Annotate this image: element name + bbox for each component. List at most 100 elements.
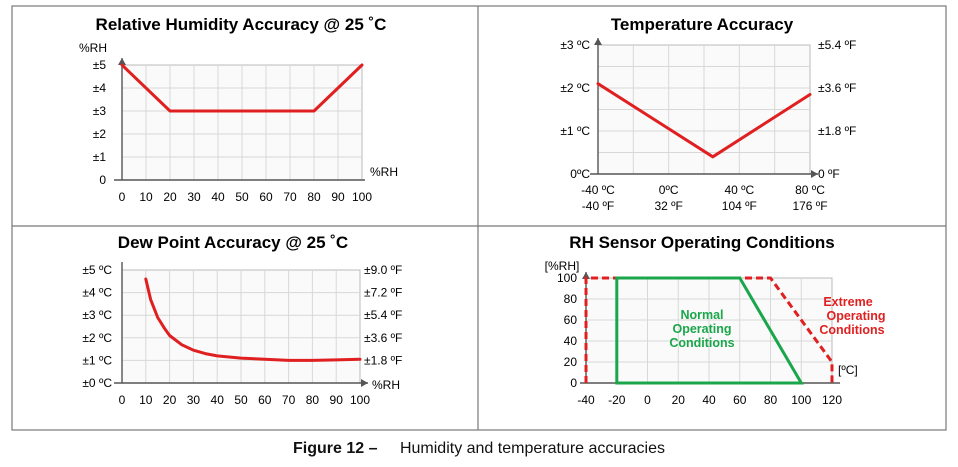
operating-conditions-ylabel: [%RH] <box>545 259 580 273</box>
y-tick-label: 0 <box>99 173 106 187</box>
x-tick-label: 40 <box>702 393 716 407</box>
x-tick-label: 20 <box>163 190 177 204</box>
x-tick-label: 60 <box>258 393 272 407</box>
x-tick-label: 40 <box>211 190 225 204</box>
x-tick-label-fahrenheit: 32 ºF <box>654 199 682 213</box>
y-tick-label-left: ±2 ºC <box>82 331 112 345</box>
y-tick-label-left: ±2 ºC <box>560 81 590 95</box>
x-tick-label: 0 <box>644 393 651 407</box>
x-tick-label-fahrenheit: -40 ºF <box>582 199 614 213</box>
x-tick-label-fahrenheit: 104 ºF <box>722 199 757 213</box>
y-tick-label-right: ±1.8 ºF <box>818 124 856 138</box>
y-tick-label-left: ±3 ºC <box>560 38 590 52</box>
x-tick-label: 90 <box>330 393 344 407</box>
x-tick-label: 50 <box>235 190 249 204</box>
extreme-conditions-boundary <box>584 276 834 383</box>
operating-conditions-ticks: -40 -20 0 20 40 60 80 100 120 0 20 40 60 80 100 <box>557 271 842 407</box>
x-tick-label: 40 <box>211 393 225 407</box>
x-tick-label-celsius: 80 ºC <box>795 183 825 197</box>
x-tick-label: 100 <box>350 393 370 407</box>
figure-caption: Figure 12 – Humidity and temperature acc… <box>0 440 958 458</box>
y-axis-arrow <box>582 272 590 279</box>
dew-point-accuracy-title: Dew Point Accuracy @ 25 ˚C <box>118 233 348 252</box>
caption-number: Figure 12 – <box>293 440 378 457</box>
x-tick-label: 100 <box>352 190 372 204</box>
x-tick-label: 0 <box>119 393 126 407</box>
x-tick-label: 20 <box>672 393 686 407</box>
dew-point-accuracy-grid <box>114 262 368 387</box>
dew-point-accuracy-curve <box>144 277 362 362</box>
y-tick-label: ±5 <box>93 58 107 72</box>
y-tick-label: ±2 <box>93 127 107 141</box>
x-tick-label: 30 <box>187 190 201 204</box>
x-tick-label: 80 <box>307 190 321 204</box>
y-tick-label-right: ±5.4 ºF <box>364 308 402 322</box>
x-tick-label: 100 <box>791 393 811 407</box>
y-tick-label: 100 <box>557 271 577 285</box>
rh-accuracy-line <box>120 63 364 113</box>
y-tick-label: 0 <box>570 376 577 390</box>
extreme-conditions-label: Conditions <box>819 323 884 337</box>
rh-accuracy-xlabel: %RH <box>370 165 398 179</box>
dew-point-accuracy-xlabel: %RH <box>372 378 400 392</box>
normal-conditions-boundary <box>615 276 804 385</box>
y-tick-label-left: ±1 ºC <box>82 353 112 367</box>
x-tick-label: 80 <box>306 393 320 407</box>
y-tick-label: 20 <box>564 355 578 369</box>
x-axis-arrow <box>361 379 368 387</box>
y-tick-label-right: ±5.4 ºF <box>818 38 856 52</box>
extreme-conditions-label: Operating <box>826 309 885 323</box>
x-tick-label: 70 <box>282 393 296 407</box>
x-tick-label: 0 <box>119 190 126 204</box>
x-tick-label-celsius: 40 ºC <box>724 183 754 197</box>
rh-accuracy-ticks: 0 10 20 30 40 50 60 70 80 90 100 0 ±1 ±2 ±3 ±4 ±5 <box>93 58 373 204</box>
x-tick-label: 50 <box>234 393 248 407</box>
x-tick-label: 120 <box>822 393 842 407</box>
operating-conditions-panel: RH Sensor Operating Conditions [%RH] [ºC… <box>545 233 886 407</box>
rh-accuracy-panel: Relative Humidity Accuracy @ 25 ˚C %RH %… <box>79 15 398 204</box>
temperature-accuracy-title: Temperature Accuracy <box>611 15 794 34</box>
y-tick-label-right: ±3.6 ºF <box>364 331 402 345</box>
x-tick-label: 10 <box>139 190 153 204</box>
x-tick-label: -40 <box>577 393 595 407</box>
y-tick-label-left: ±5 ºC <box>82 263 112 277</box>
y-tick-label: ±1 <box>93 150 107 164</box>
temperature-accuracy-line <box>596 82 812 159</box>
y-tick-label-left: ±3 ºC <box>82 308 112 322</box>
y-axis-arrow <box>118 58 126 65</box>
rh-accuracy-ylabel: %RH <box>79 41 107 55</box>
y-tick-label: 60 <box>564 313 578 327</box>
y-tick-label-left: ±4 ºC <box>82 286 112 300</box>
x-tick-label: 30 <box>187 393 201 407</box>
temperature-accuracy-grid <box>590 38 818 178</box>
x-tick-label-celsius: 0ºC <box>659 183 679 197</box>
operating-conditions-xlabel: [ºC] <box>838 363 858 377</box>
y-tick-label: 80 <box>564 292 578 306</box>
y-tick-label: ±4 <box>93 81 107 95</box>
y-tick-label-right: 0 ºF <box>818 167 840 181</box>
normal-conditions-label: Operating <box>672 322 731 336</box>
caption-text: Humidity and temperature accuracies <box>399 440 665 457</box>
y-axis-arrow <box>594 38 602 45</box>
x-tick-label: 60 <box>733 393 747 407</box>
x-tick-label: 70 <box>283 190 297 204</box>
rh-accuracy-marks <box>120 63 364 113</box>
dew-point-accuracy-ticks: 0 10 20 30 40 50 60 70 80 90 100 ±0 ºC ±1 ºC ±2 ºC ±3 … <box>82 263 402 407</box>
temperature-accuracy-marks <box>596 82 812 159</box>
dew-point-accuracy-panel: Dew Point Accuracy @ 25 ˚C %RH 0 10 20 30 40… <box>82 233 402 407</box>
operating-conditions-marks: NormalOperatingConditionsExtremeOperatin… <box>584 276 886 385</box>
x-tick-label: 90 <box>331 190 345 204</box>
x-tick-label: 80 <box>764 393 778 407</box>
normal-conditions-label: Conditions <box>669 336 734 350</box>
x-tick-label-celsius: -40 ºC <box>581 183 615 197</box>
y-tick-label-right: ±1.8 ºF <box>364 353 402 367</box>
x-tick-label: -20 <box>608 393 626 407</box>
x-tick-label: 60 <box>259 190 273 204</box>
operating-conditions-title: RH Sensor Operating Conditions <box>569 233 834 252</box>
x-axis-arrow <box>811 170 818 178</box>
x-tick-label: 20 <box>163 393 177 407</box>
y-tick-label: 40 <box>564 334 578 348</box>
y-tick-label-right: ±9.0 ºF <box>364 263 402 277</box>
y-tick-label-left: 0ºC <box>570 167 590 181</box>
extreme-conditions-label: Extreme <box>823 295 872 309</box>
